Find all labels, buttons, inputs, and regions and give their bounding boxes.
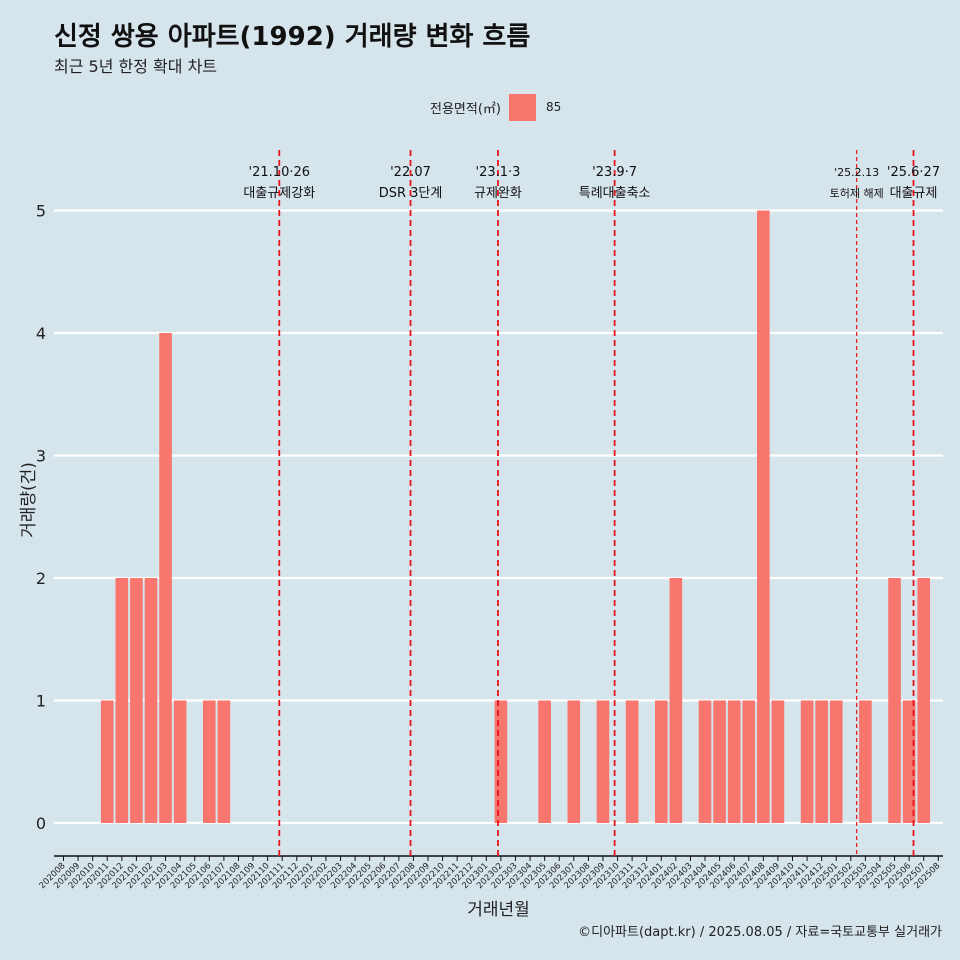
bar [144,578,158,823]
bar [567,700,581,823]
y-tick-label: 1 [36,692,46,711]
legend: 전용면적(㎡) 85 [430,93,561,121]
bar [757,210,770,823]
bar [815,700,828,823]
event-date-label: '23.1·3 [476,165,521,180]
bar [625,700,639,823]
y-tick-label: 4 [36,324,46,343]
legend-title: 전용면적(㎡) [430,101,501,117]
bar [902,700,916,823]
bar [727,700,741,823]
bar [829,700,843,823]
bar [159,333,172,823]
x-axis-title: 거래년월 [467,900,530,920]
y-axis-title: 거래량(건) [19,462,39,538]
bar [115,578,129,823]
bar [800,700,814,823]
event-name-label: DSR 3단계 [379,186,443,201]
y-tick-label: 0 [36,814,46,833]
event-date-label: '23.9·7 [592,165,637,180]
bar [654,700,668,823]
bar [742,700,756,823]
bar [494,700,508,823]
bar [917,578,931,823]
source-caption: ©디아파트(dapt.kr) / 2025.08.05 / 자료=국토교통부 실… [578,925,942,940]
bar [596,700,610,823]
event-date-label: '25.6·27 [887,165,940,180]
bar [203,700,216,823]
event-date-label: '22.07 [390,165,431,180]
event-date-label: '25.2.13 [834,166,879,179]
event-name-label: 대출규제강화 [243,186,315,201]
event-name-label: 규제완화 [474,186,522,201]
bar [888,578,901,823]
bar [173,700,187,823]
bar [669,578,683,823]
y-tick-label: 5 [36,202,46,221]
bar [538,700,551,823]
bar [859,700,872,823]
bar [130,578,143,823]
bar [713,700,726,823]
y-tick-label: 3 [36,447,46,466]
chart-subtitle: 최근 5년 한정 확대 차트 [54,57,218,76]
legend-label: 85 [545,100,562,114]
bar [698,700,712,823]
bar [217,700,231,823]
bar [100,700,114,823]
bar [771,700,785,823]
legend-swatch [508,93,536,121]
event-name-label: 대출규제 [890,186,938,201]
event-date-label: '21.10·26 [249,165,310,180]
event-name-label: 특례대출축소 [579,186,651,201]
event-name-label: 토허제 해제 [830,186,884,200]
y-tick-label: 2 [36,569,46,588]
chart-title: 신정 쌍용 아파트(1992) 거래량 변화 흐름 [54,22,531,52]
